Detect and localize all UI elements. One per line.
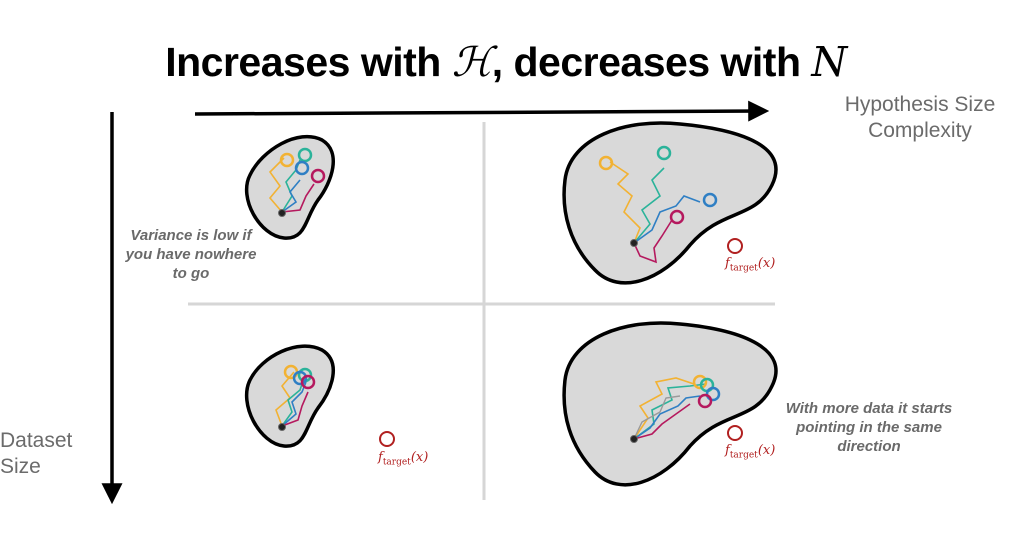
quadrant-small-hypothesis-small-data xyxy=(244,134,335,240)
target-f: f xyxy=(725,443,730,458)
teal-endpoint-circle xyxy=(297,147,313,163)
magenta-endpoint-circle xyxy=(300,374,316,390)
magenta-trajectory xyxy=(281,183,315,213)
hypothesis-space-blob xyxy=(244,344,335,448)
target-f: f xyxy=(378,450,383,465)
teal-trajectory xyxy=(281,377,305,427)
quadrant-small-hypothesis-big-data xyxy=(244,344,395,448)
yellow-trajectory xyxy=(609,161,641,244)
teal-trajectory xyxy=(633,167,665,244)
target-arg: (x) xyxy=(410,450,429,465)
magenta-trajectory xyxy=(633,219,673,264)
teal-endpoint-circle xyxy=(656,145,672,161)
target-label: ftarget(x) xyxy=(378,450,428,468)
magenta-endpoint-circle xyxy=(669,209,685,225)
blue-trajectory xyxy=(633,395,701,440)
start-point xyxy=(630,239,638,247)
hypothesis-space-blob xyxy=(562,321,778,487)
blue-endpoint-circle xyxy=(294,160,310,176)
gray-trajectory xyxy=(633,395,681,440)
target-arg: (x) xyxy=(757,443,776,458)
blue-trajectory xyxy=(281,381,307,427)
hypothesis-space-blob xyxy=(244,134,335,240)
x-axis-label: Hypothesis Size Complexity xyxy=(844,93,996,142)
start-point xyxy=(278,209,286,217)
magenta-trajectory xyxy=(633,403,691,440)
blue-trajectory xyxy=(633,195,701,244)
hypothesis-symbol: ℋ xyxy=(451,38,493,86)
target-label: ftarget(x) xyxy=(725,256,775,274)
target-circle xyxy=(727,238,743,254)
x-axis-arrow xyxy=(194,100,770,122)
magenta-trajectory xyxy=(281,391,309,427)
yellow-endpoint-circle xyxy=(279,152,295,168)
quadrant-big-hypothesis-big-data xyxy=(562,321,778,487)
title-middle: , decreases with xyxy=(491,39,812,85)
target-sub: target xyxy=(729,263,758,274)
yellow-trajectory xyxy=(268,157,285,213)
start-point xyxy=(630,435,638,443)
teal-trajectory xyxy=(633,383,707,440)
magenta-endpoint-circle xyxy=(697,393,713,409)
more-data-note: With more data it starts pointing in the… xyxy=(785,400,953,455)
target-f: f xyxy=(725,256,730,271)
blue-endpoint-circle xyxy=(705,386,721,402)
hypothesis-space-blob xyxy=(562,121,778,285)
target-label: ftarget(x) xyxy=(725,443,775,461)
target-circle xyxy=(379,431,395,447)
yellow-endpoint-circle xyxy=(598,155,614,171)
start-point xyxy=(278,423,286,431)
y-axis-label: Dataset Size xyxy=(0,429,73,478)
magenta-endpoint-circle xyxy=(310,168,326,184)
variance-note: Variance is low if you have nowhere to g… xyxy=(125,227,257,282)
yellow-endpoint-circle xyxy=(692,374,708,390)
n-symbol: N xyxy=(811,38,847,86)
blue-trajectory xyxy=(281,179,301,213)
target-circle xyxy=(727,425,743,441)
blue-endpoint-circle xyxy=(292,370,308,386)
blue-endpoint-circle xyxy=(702,192,718,208)
title-prefix: Increases with xyxy=(165,39,452,85)
target-arg: (x) xyxy=(757,256,776,271)
target-sub: target xyxy=(382,457,411,468)
quadrant-big-hypothesis-small-data xyxy=(562,121,778,285)
diagram-title: Increases with ℋ, decreases with N xyxy=(0,38,1012,86)
target-sub: target xyxy=(729,450,758,461)
